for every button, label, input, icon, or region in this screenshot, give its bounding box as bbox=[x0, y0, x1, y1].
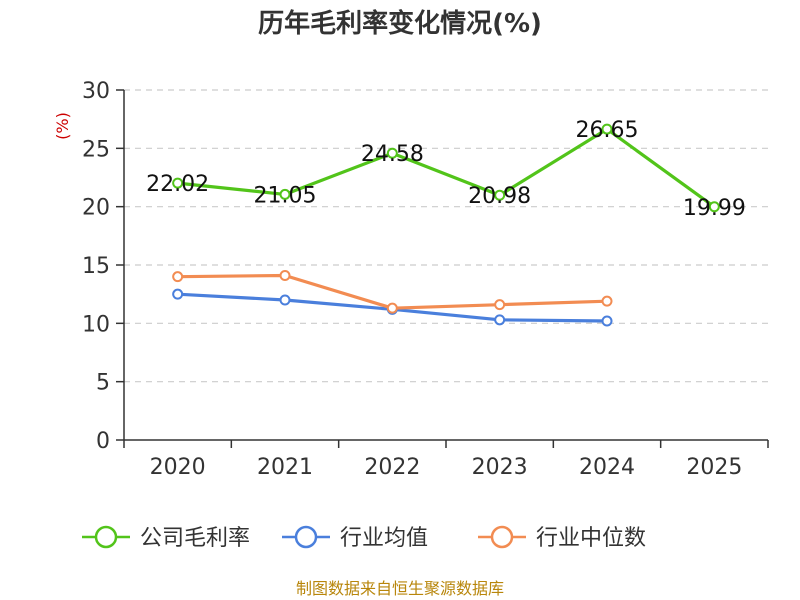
data-label: 24.58 bbox=[361, 142, 424, 167]
data-point[interactable] bbox=[386, 147, 398, 159]
data-point[interactable] bbox=[601, 295, 613, 307]
legend[interactable]: 公司毛利率 行业均值 行业中位数 bbox=[82, 525, 646, 551]
legend-swatch-marker bbox=[294, 525, 318, 549]
x-tick-label: 2021 bbox=[257, 455, 313, 480]
data-point[interactable] bbox=[494, 314, 506, 326]
x-tick-label: 2022 bbox=[364, 455, 420, 480]
data-point[interactable] bbox=[172, 288, 184, 300]
data-label: 20.98 bbox=[468, 184, 531, 209]
data-label: 19.99 bbox=[683, 196, 746, 221]
data-point[interactable] bbox=[386, 302, 398, 314]
x-tick-label: 2024 bbox=[579, 455, 635, 480]
y-tick-label: 30 bbox=[82, 79, 110, 104]
legend-label: 行业均值 bbox=[340, 526, 428, 551]
y-tick-label: 10 bbox=[82, 312, 110, 337]
chart-title: 历年毛利率变化情况(%) bbox=[258, 8, 542, 39]
legend-label: 公司毛利率 bbox=[140, 526, 250, 551]
legend-swatch-marker bbox=[490, 525, 514, 549]
legend-item[interactable]: 行业中位数 bbox=[478, 525, 646, 551]
data-label: 21.05 bbox=[254, 183, 317, 208]
data-point[interactable] bbox=[601, 315, 613, 327]
series bbox=[172, 123, 720, 327]
legend-item[interactable]: 公司毛利率 bbox=[82, 525, 250, 551]
source-note: 制图数据来自恒生聚源数据库 bbox=[296, 579, 504, 598]
data-point[interactable] bbox=[494, 299, 506, 311]
legend-label: 行业中位数 bbox=[536, 526, 646, 551]
grid bbox=[124, 89, 768, 383]
x-tick-label: 2023 bbox=[472, 455, 528, 480]
data-point[interactable] bbox=[279, 270, 291, 281]
x-tick-label: 2020 bbox=[150, 455, 206, 480]
data-label: 22.02 bbox=[146, 172, 209, 197]
data-point[interactable] bbox=[172, 177, 184, 189]
data-point[interactable] bbox=[601, 123, 613, 135]
series-line bbox=[177, 127, 716, 209]
legend-item[interactable]: 行业均值 bbox=[282, 525, 428, 551]
y-tick-label: 0 bbox=[96, 429, 110, 454]
y-tick-label: 25 bbox=[82, 137, 110, 162]
data-point[interactable] bbox=[172, 271, 184, 283]
y-tick-label: 20 bbox=[82, 196, 110, 221]
data-point[interactable] bbox=[494, 189, 506, 201]
y-tick-label: 15 bbox=[82, 254, 110, 279]
data-point[interactable] bbox=[279, 294, 291, 306]
legend-swatch-marker bbox=[94, 525, 118, 549]
data-labels: 22.02 21.05 24.58 20.98 26.65 19.99 bbox=[146, 118, 746, 221]
y-tick-label: 5 bbox=[96, 371, 110, 396]
data-point[interactable] bbox=[279, 188, 291, 200]
data-label: 26.65 bbox=[576, 118, 639, 143]
x-tick-label: 2025 bbox=[686, 455, 742, 480]
y-axis-unit: (%) bbox=[53, 112, 72, 140]
data-point[interactable] bbox=[708, 201, 720, 213]
